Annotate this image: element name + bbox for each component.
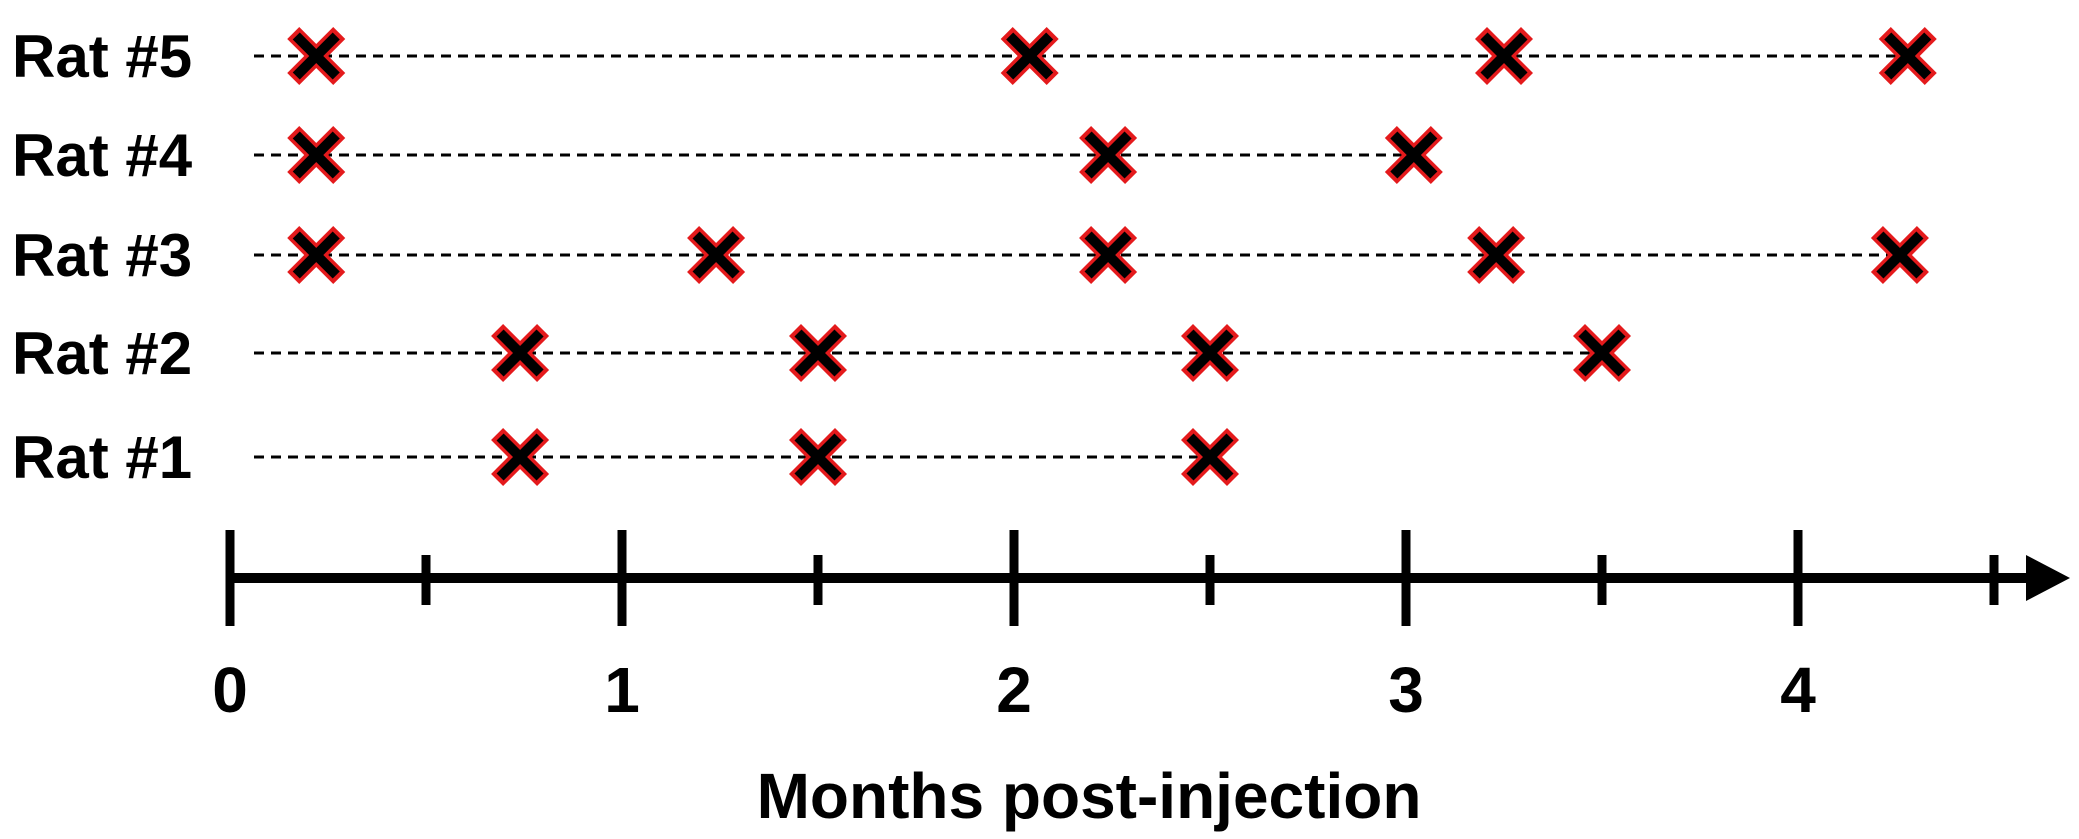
- x-marker: [788, 427, 848, 487]
- row-label: Rat #1: [12, 424, 192, 491]
- row-rat-4: Rat #4: [12, 122, 1443, 189]
- x-marker: [788, 323, 848, 383]
- x-axis: 0 1 2 3 4: [212, 530, 2070, 726]
- tick-label: 0: [212, 654, 248, 726]
- row-label: Rat #5: [12, 23, 192, 90]
- rat-rows: Rat #5 Rat #4 Rat #3 Rat #2 Rat #1: [12, 23, 1937, 491]
- tick-label: 1: [604, 654, 640, 726]
- x-marker: [1079, 225, 1138, 285]
- x-marker: [1000, 26, 1059, 86]
- row-rat-1: Rat #1: [12, 424, 1240, 491]
- x-marker: [1572, 323, 1632, 383]
- x-axis-arrowhead: [2026, 555, 2070, 601]
- row-rat-5: Rat #5: [12, 23, 1937, 90]
- row-label: Rat #2: [12, 320, 192, 387]
- x-marker: [491, 427, 550, 487]
- x-marker: [1870, 225, 1929, 285]
- row-rat-3: Rat #3: [12, 222, 1929, 289]
- tick-label: 3: [1388, 654, 1424, 726]
- row-rat-2: Rat #2: [12, 320, 1632, 387]
- x-marker: [1079, 125, 1138, 185]
- x-marker: [1878, 26, 1937, 86]
- row-label: Rat #3: [12, 222, 192, 289]
- x-marker: [687, 225, 746, 285]
- x-marker: [1180, 427, 1240, 487]
- row-label: Rat #4: [12, 122, 193, 189]
- x-marker: [1180, 323, 1240, 383]
- x-axis-title: Months post-injection: [757, 760, 1422, 832]
- x-marker: [287, 26, 346, 86]
- x-marker: [1474, 26, 1534, 86]
- x-marker: [287, 225, 346, 285]
- tick-label: 2: [996, 654, 1032, 726]
- x-marker: [1384, 125, 1443, 185]
- x-marker: [1467, 225, 1526, 285]
- x-marker: [491, 323, 550, 383]
- x-marker: [287, 125, 346, 185]
- tick-label: 4: [1780, 654, 1816, 726]
